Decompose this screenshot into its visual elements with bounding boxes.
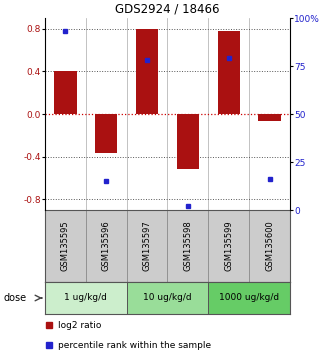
Text: GSM135597: GSM135597	[143, 221, 152, 272]
Bar	[208, 282, 290, 314]
Text: GSM135596: GSM135596	[102, 221, 111, 272]
Text: dose: dose	[3, 293, 26, 303]
Bar	[95, 114, 117, 154]
Text: GSM135595: GSM135595	[61, 221, 70, 271]
Text: GSM135598: GSM135598	[183, 221, 192, 272]
Bar	[127, 282, 208, 314]
Text: 1000 ug/kg/d: 1000 ug/kg/d	[219, 293, 279, 303]
Text: 1 ug/kg/d: 1 ug/kg/d	[65, 293, 107, 303]
Text: GSM135600: GSM135600	[265, 221, 274, 272]
Text: 10 ug/kg/d: 10 ug/kg/d	[143, 293, 192, 303]
Title: GDS2924 / 18466: GDS2924 / 18466	[115, 2, 220, 16]
Bar	[45, 282, 127, 314]
Bar	[177, 114, 199, 170]
Bar	[136, 29, 158, 114]
Bar	[258, 114, 281, 121]
Text: log2 ratio: log2 ratio	[57, 321, 101, 330]
Bar	[218, 31, 240, 114]
Bar	[54, 72, 77, 114]
Text: GSM135599: GSM135599	[224, 221, 233, 271]
Text: percentile rank within the sample: percentile rank within the sample	[57, 341, 211, 350]
